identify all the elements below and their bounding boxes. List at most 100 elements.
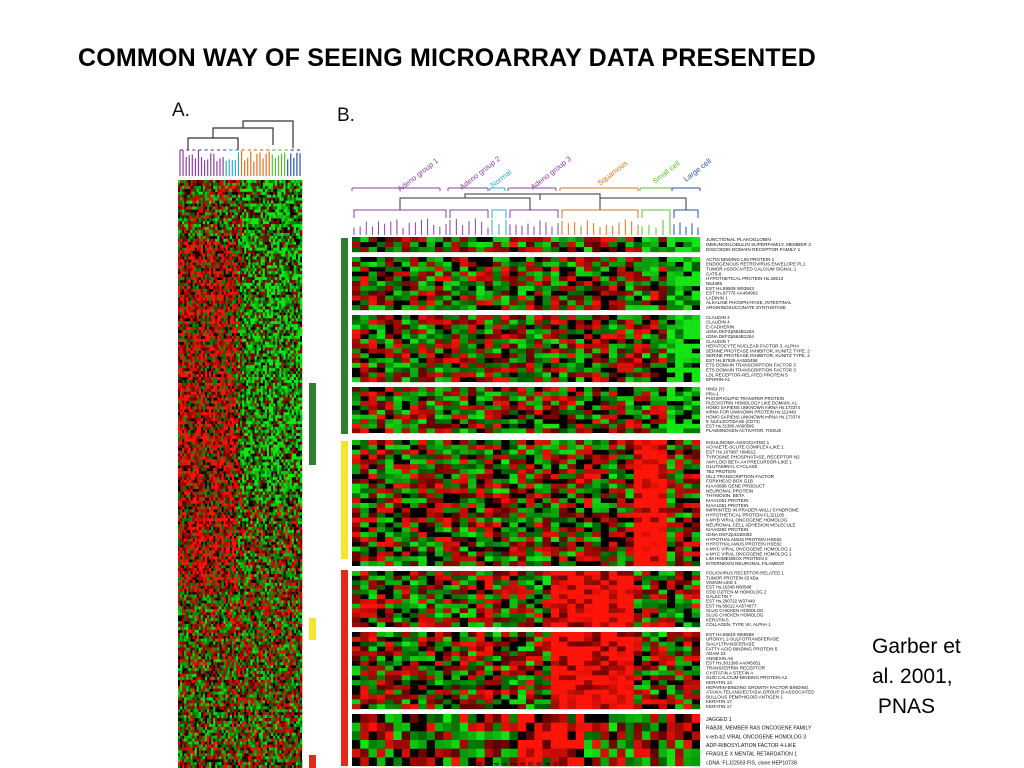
gene-name: EST Hs.290722 W37449 xyxy=(706,599,755,604)
axis-label-8: 4 xyxy=(545,762,552,766)
dendrogram-b-join xyxy=(509,209,559,218)
citation: Garber et al. 2001, PNAS xyxy=(872,632,961,722)
heatmap-b-block-5 xyxy=(352,571,700,627)
citation-line-1: Garber et xyxy=(872,635,961,658)
gene-name: EPHRIN-A1 xyxy=(706,377,731,382)
group-bracket-2 xyxy=(489,187,506,191)
gene-name: HYPOTHETICAL PROTEIN Hs.26513 xyxy=(706,276,784,281)
marker-bar-green xyxy=(309,383,316,465)
gene-name: RAB38, MEMBER RAS ONCOGENE FAMILY xyxy=(706,726,812,732)
figure-a-heatmap xyxy=(178,180,303,768)
dendrogram-b-join xyxy=(561,209,639,218)
gene-name: cDNA DKFZp564B1264 xyxy=(706,334,754,339)
gene-name: INTERNEXIN NEURONAL FILAMENT xyxy=(706,561,785,566)
dendrogram-b-join xyxy=(449,209,489,218)
heatmap-a-background xyxy=(178,180,302,768)
axis-label-6: 6 xyxy=(528,762,535,766)
gene-name: v-erb-b2 VIRAL ONCOGENE HOMOLOG 3 xyxy=(706,734,806,740)
gene-name: ARGININOSUCCINATE SYNTHETASE xyxy=(706,305,786,310)
gene-name: KIAA0282 PROTEIN xyxy=(706,527,748,532)
gene-name: cDNA: FLJ22593 FIS, clone HEP10738 xyxy=(706,760,797,766)
group-label-6: Large cell xyxy=(682,156,713,183)
side-bar-green xyxy=(341,238,348,434)
heatmap-b-block-4 xyxy=(352,440,700,566)
dendrogram-b-join xyxy=(641,209,671,218)
side-bar-yellow xyxy=(341,441,348,559)
gene-name: IMPRINTED IN PRADER-WILLI SYNDROME xyxy=(706,508,799,513)
gene-name: ANNEXIN A8 xyxy=(706,656,733,661)
gene-name: KIAA1051 PROTEIN xyxy=(706,503,748,508)
axis-label-2: 4 xyxy=(494,762,501,766)
gene-name: ACTIN BINDING LIM PROTEIN 1 xyxy=(706,257,775,262)
gene-name: N54395 xyxy=(706,281,722,286)
gene-name: CLAUDIN 4 xyxy=(706,320,730,325)
gene-name: ENDOGENOUS RETROVIRUS ENVELOPE PL1 xyxy=(706,262,806,267)
gene-name: INSULINOMA-ASSOCIATED 1 xyxy=(706,440,770,445)
gene-name: PHOSPHOLIPID TRANSFER PROTEIN xyxy=(706,396,784,401)
gene-name: ALKALINE PHOSPHATASE, INTESTINAL xyxy=(706,300,792,305)
gene-name: LIM HOMEOBOX PROTEIN 2 xyxy=(706,556,768,561)
axis-label-9: 6 xyxy=(554,762,561,766)
gene-name: TYROSINE PHOSPHATASE, RECEPTOR N2 xyxy=(706,454,800,459)
group-label-5: Small cell xyxy=(651,159,682,186)
gene-name: EST Hs.87776 AA464962 xyxy=(706,291,758,296)
dendrogram-b-join xyxy=(673,209,699,218)
axis-label-0: 6 xyxy=(477,762,484,766)
gene-name: IMMUNOGLOBULIN SUPERFAMILY, MEMBER 3 xyxy=(706,242,811,248)
gene-name: FRAGILE X MENTAL RETARDATION 1 xyxy=(706,752,797,758)
gene-name: ACHAETE-SCUTE COMPLEX-LIKE 1 xyxy=(706,445,784,450)
gene-name: CYSTATIN A STEFIN A xyxy=(706,670,754,675)
group-bracket-4 xyxy=(559,187,639,191)
gene-name: HEPATOCYTE NUCLEAR FACTOR 3, ALPHA xyxy=(706,344,800,349)
gene-name: v-MYC VIRAL ONCOGENE HOMOLOG 1 xyxy=(706,551,792,556)
gene-name: LADININ 1 xyxy=(706,295,728,300)
gene-name: HYPOTHETICAL PROTEIN FLJ21105 xyxy=(706,513,785,518)
gene-name: POLIOVIRUS RECEPTOR-RELATED 1 xyxy=(706,571,785,576)
gene-name: SLUG CHICKEN HOMOLOG xyxy=(706,608,764,613)
gene-name: ETS DOMAIN TRANSCRIPTION FACTOR 3 xyxy=(706,367,796,372)
dendrogram-b-join xyxy=(491,209,507,218)
group-label-0: Adeno group 1 xyxy=(396,156,440,193)
gene-name: EST Hs.301390 AA045051 xyxy=(706,661,761,666)
gene-name: S100 CALCIUM-BINDING PROTEIN A2 xyxy=(706,675,788,680)
gene-name: TUMOR ASSOCIATED CALCIUM SIGNAL 1 xyxy=(706,266,797,271)
side-bar-red xyxy=(341,570,348,766)
figure-b-heatmap xyxy=(352,237,701,767)
axis-label-5: 4 xyxy=(520,762,527,766)
figure-a-marker-bars xyxy=(309,383,316,768)
gene-name: KERATIN 13 xyxy=(706,680,732,685)
gene-name: EST Hs.107987 H94612 xyxy=(706,450,756,455)
gene-name: SIALYLTRANSFERASE xyxy=(706,641,755,646)
group-label-2: Normal xyxy=(489,167,514,189)
gene-name: EST Hs.85612 AA574677 xyxy=(706,603,757,608)
gene-name: EST Hs.59509 W93943 xyxy=(706,286,754,291)
gene-name: BULLOUS PEMPHIGOID ANTIGEN 1 xyxy=(706,694,783,699)
gene-name: ADP-RIBOSYLATION FACTOR 4-LIKE xyxy=(706,743,797,749)
gene-name: EST Hs.65519 W56588 xyxy=(706,632,754,637)
gene-name: SERINE PROTEASE INHIBITOR, KUNITZ TYPE, … xyxy=(706,353,810,358)
gene-name: 7B2 PROTEIN xyxy=(706,469,736,474)
gene-name: TUMOR PROTEIN 63 kDa xyxy=(706,575,759,580)
gene-name: mRNA FOR UNKNOWN PROTEIN Hs.112449 xyxy=(706,410,796,415)
gene-name: FATTY ACID BINDING PROTEIN 5 xyxy=(706,646,778,651)
figure-a-dendrogram xyxy=(179,120,301,176)
gene-name: VISININ-LIKE 1 xyxy=(706,580,737,585)
gene-name: cDNA DKFZp564B1264 xyxy=(706,329,754,334)
figure-b-dendrogram xyxy=(353,193,699,235)
gene-name: ETS DOMAIN TRANSCRIPTION FACTOR 3 xyxy=(706,363,796,368)
gene-name: AMYLOID BETA A4 PRECURSOR-LIKE 1 xyxy=(706,459,792,464)
gene-name: KIAA0668 GENE PRODUCT xyxy=(706,483,765,488)
gene-name: 5' NUCLEOTIDASE (CD73) xyxy=(706,419,760,424)
gene-name: EST Hs.87929 AA520456 xyxy=(706,358,758,363)
gene-name: HEPARIN-BINDING GROWTH FACTOR BINDING xyxy=(706,685,809,690)
gene-name: v-MYC VIRAL ONCOGENE HOMOLOG 1 xyxy=(706,546,792,551)
gene-name: KERATIN 17 xyxy=(706,704,732,709)
gene-name: JUNCTIONAL PLAKOGLOBIN xyxy=(706,237,771,243)
figure-b-side-bars xyxy=(341,238,348,766)
panel-b-label: B. xyxy=(337,105,355,126)
gene-name: cDNA DKFZp434E082 xyxy=(706,532,752,537)
gene-name: ATAXIA-TELANGIECTASIA GROUP D-ASSOCIATED xyxy=(706,690,815,695)
group-bracket-5 xyxy=(639,187,673,191)
